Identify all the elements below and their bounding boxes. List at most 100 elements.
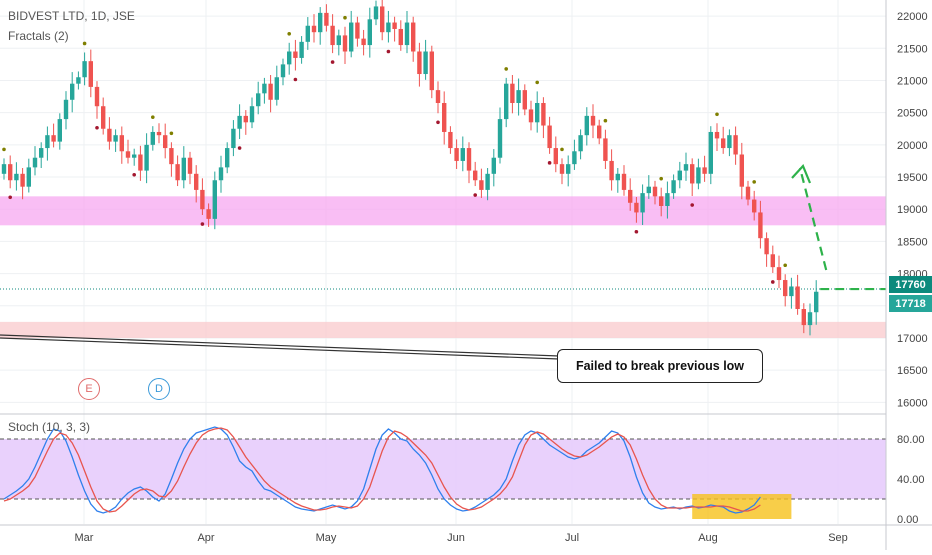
price-tick-label-1: 16500 [897,365,928,377]
candle-body-67 [417,51,422,75]
candle-body-60 [373,6,379,20]
price-tick-label-10: 21000 [897,75,928,87]
candle-body-86 [535,103,540,123]
annotation-callout[interactable]: Failed to break previous low [557,349,763,383]
candle-body-66 [411,22,416,52]
candle-body-62 [386,22,391,33]
earnings-event-marker[interactable]: E [78,378,100,400]
candle-body-83 [516,90,521,103]
candle-body-109 [677,170,682,181]
stoch-tick-label-2: 80.00 [897,434,925,446]
fractal-low-2 [132,172,136,177]
candle-body-121 [752,199,757,213]
price-zone-0 [0,196,886,226]
candle-body-31 [194,173,199,190]
candle-body-27 [169,148,174,165]
candle-body-120 [745,186,751,200]
candle-body-101 [628,189,633,203]
candle-body-75 [466,148,472,171]
candle-body-39 [243,115,248,123]
candle-body-41 [256,93,261,107]
stoch-indicator-label[interactable]: Stoch (10, 3, 3) [8,420,91,434]
fractal-high-7 [504,67,509,71]
dividend-event-marker[interactable]: D [148,378,170,400]
fractal-high-8 [535,80,539,85]
fractal-low-12 [690,203,694,207]
candle-body-61 [380,6,385,33]
candle-body-97 [603,138,608,161]
fractal-low-13 [771,280,775,284]
candle-body-87 [541,103,546,126]
candle-body-22 [138,154,143,171]
fractal-low-10 [547,161,552,165]
price-tick-label-9: 20500 [897,108,928,120]
candle-body-104 [646,186,651,194]
candle-body-49 [305,25,310,42]
month-tick-label-2: May [316,532,337,544]
candle-body-34 [212,180,217,219]
candle-body-92 [572,151,577,165]
candle-body-6 [39,148,44,158]
stoch-tick-label-0: 0.00 [897,514,918,526]
candle-body-56 [349,22,354,52]
candle-body-126 [783,280,788,297]
candle-body-58 [361,38,366,46]
candle-body-24 [150,131,155,145]
candle-body-113 [702,167,707,174]
month-tick-label-1: Apr [197,532,214,544]
candle-body-12 [76,77,81,84]
candle-body-123 [764,238,769,255]
candle-body-9 [57,119,62,142]
candle-body-94 [584,115,589,136]
price-tick-label-6: 19000 [897,204,928,216]
candle-body-3 [20,173,25,187]
candle-body-54 [336,35,341,46]
candle-body-70 [435,90,441,103]
candle-body-78 [485,173,490,190]
price-tick-label-0: 16000 [897,397,928,409]
month-tick-label-4: Jul [565,532,579,544]
fractal-high-2 [151,115,155,119]
fractal-high-9 [560,147,564,152]
candle-body-10 [63,99,69,120]
fractals-indicator-label[interactable]: Fractals (2) [8,29,69,43]
fractal-high-5 [343,15,347,20]
candle-body-130 [807,312,813,326]
candle-body-28 [175,164,180,181]
fractal-low-3 [200,222,205,226]
candle-body-65 [404,22,410,46]
candle-body-33 [206,209,211,219]
candle-body-44 [274,77,279,100]
candle-body-45 [280,64,286,78]
fractal-high-3 [169,131,174,136]
price-tick-label-12: 22000 [897,11,928,23]
fractal-high-4 [287,32,292,36]
trendline-lower [0,337,560,360]
candle-body-14 [88,61,93,87]
candle-body-93 [578,135,583,152]
candle-body-63 [392,22,397,29]
fractal-high-11 [659,176,663,181]
candle-body-29 [181,157,186,181]
candle-body-128 [795,286,800,309]
forecast-arrow-head [791,163,812,184]
candle-body-119 [739,154,744,187]
candle-body-85 [528,109,534,123]
fractal-low-7 [386,49,391,54]
price-tick-label-11: 21500 [897,43,928,55]
candle-body-55 [342,35,348,52]
candle-body-51 [318,12,323,33]
candle-body-89 [553,148,558,165]
fractal-high-0 [2,147,6,152]
candle-body-18 [113,135,118,142]
trendline-upper [0,334,560,357]
candle-body-90 [559,164,565,174]
candle-body-129 [801,309,806,326]
candle-body-124 [770,254,775,268]
candle-body-43 [268,83,273,100]
candle-body-91 [566,164,571,174]
candle-body-115 [714,131,720,139]
candle-body-4 [26,167,31,187]
candle-body-40 [249,106,255,123]
